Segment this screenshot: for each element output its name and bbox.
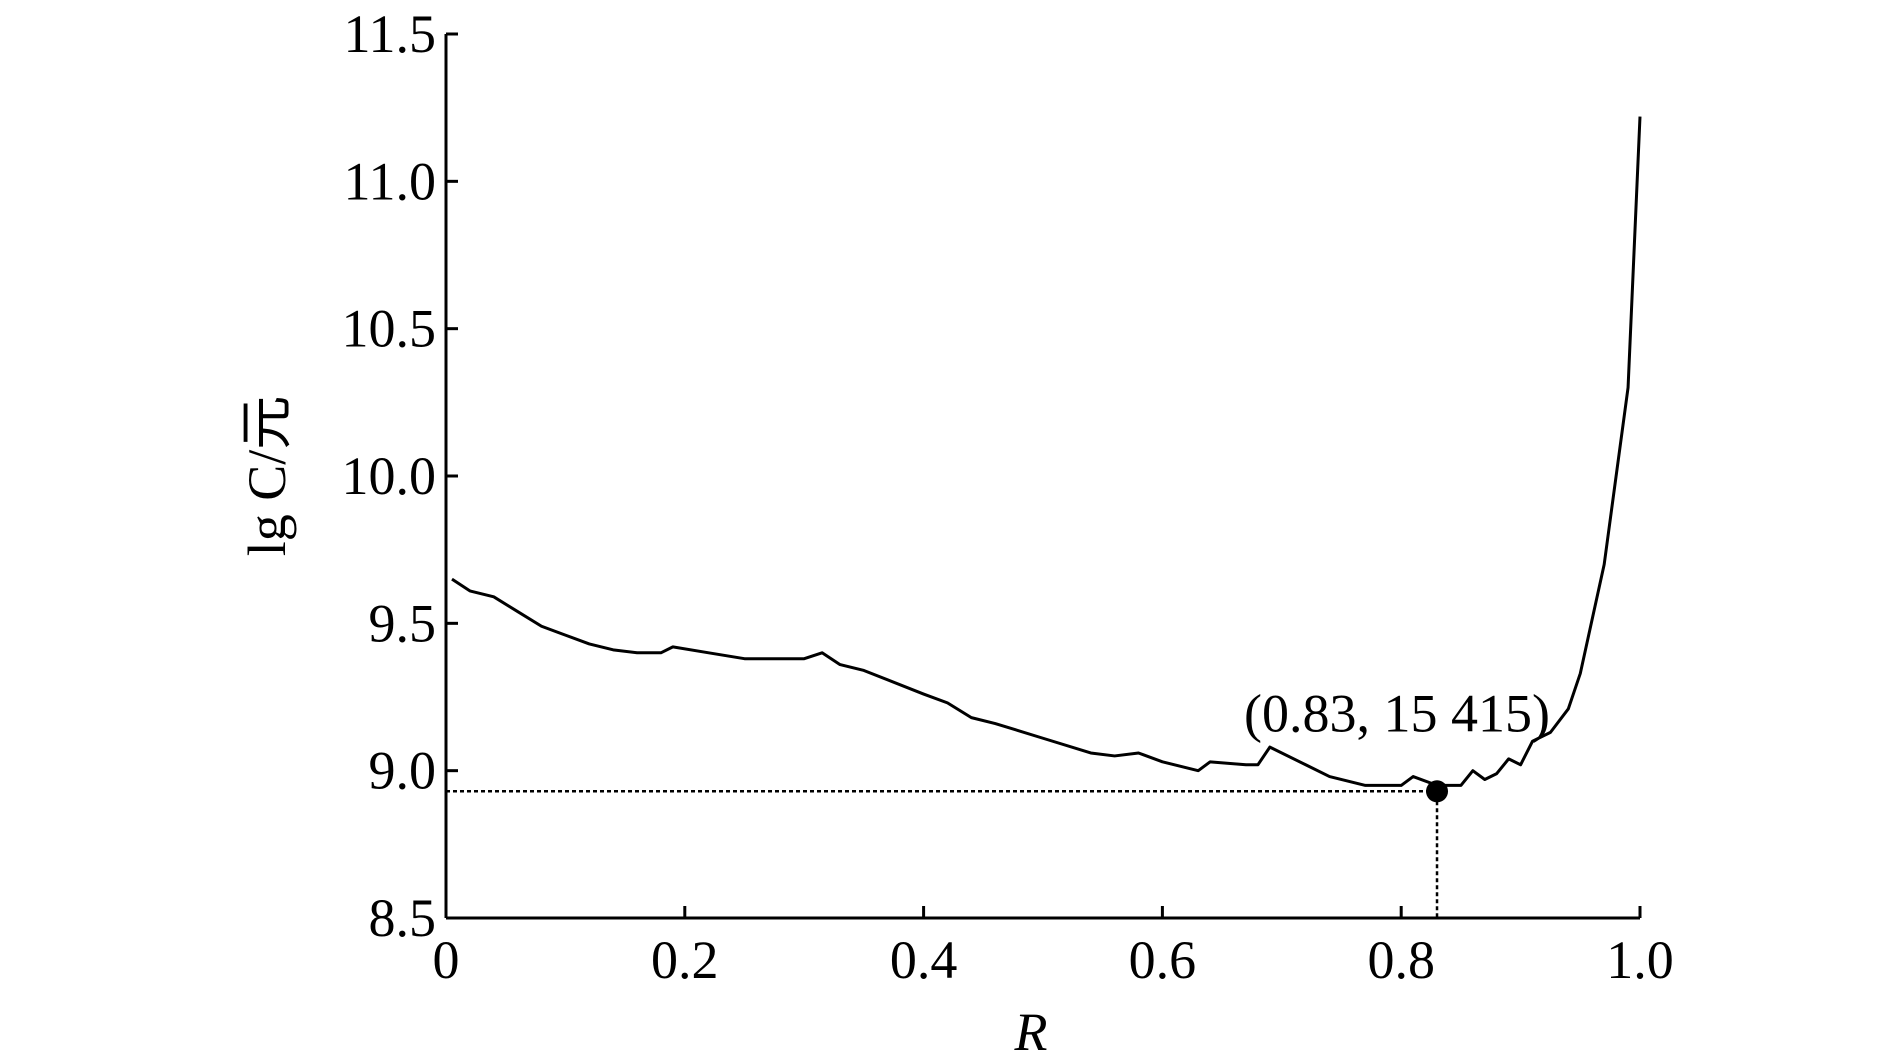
guide-line [446,790,1439,918]
x-tick-label: 0 [433,930,460,990]
x-axis-label: R [1014,1002,1048,1062]
y-tick-label: 10.5 [342,299,437,359]
highlight-point [1426,780,1449,803]
y-tick-label: 11.5 [344,4,437,64]
y-tick-label: 10.0 [342,446,437,506]
highlight-label: (0.83, 15 415) [1244,683,1550,743]
x-tick-label: 0.4 [890,930,958,990]
x-tick-label: 0.6 [1129,930,1197,990]
x-tick-label: 0.2 [651,930,719,990]
y-tick-label: 11.0 [344,151,437,211]
y-tick-label: 9.0 [369,741,437,801]
x-tick-label: 1.0 [1606,930,1674,990]
y-tick-label: 8.5 [369,888,437,948]
y-axis-label: lg C/元 [237,396,297,557]
x-tick-label: 0.8 [1367,930,1435,990]
line [451,116,1642,787]
y-tick-label: 9.5 [369,593,437,653]
